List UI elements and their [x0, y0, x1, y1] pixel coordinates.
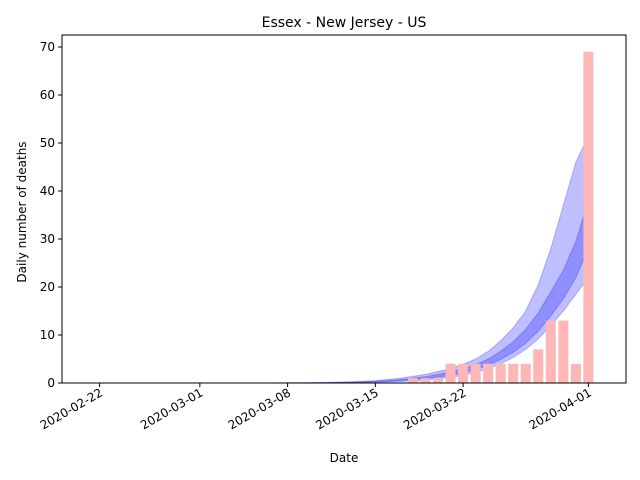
y-tick-label: 10: [40, 328, 55, 342]
bars: [407, 51, 594, 384]
bar: [445, 363, 456, 383]
y-tick-label: 20: [40, 280, 55, 294]
bar: [458, 363, 469, 383]
x-tick-label: 2020-03-15: [313, 385, 380, 432]
bar: [533, 349, 544, 383]
bar: [570, 363, 581, 383]
bands: [274, 135, 589, 384]
y-axis: 0 10 20 30 40 50 60 70: [40, 40, 62, 390]
bar: [483, 363, 494, 383]
bar: [520, 363, 531, 383]
bar: [558, 320, 569, 383]
x-tick-label: 2020-03-01: [138, 385, 205, 432]
bar: [508, 363, 519, 383]
x-tick-label: 2020-04-01: [526, 385, 593, 432]
bar: [495, 363, 506, 383]
bar: [583, 51, 594, 384]
x-tick-label: 2020-03-22: [401, 385, 468, 432]
chart-title: Essex - New Jersey - US: [262, 15, 427, 31]
x-tick-label: 2020-02-22: [38, 385, 105, 432]
y-tick-label: 0: [47, 376, 55, 390]
bar: [407, 378, 418, 383]
x-axis: 2020-02-22 2020-03-01 2020-03-08 2020-03-15…: [38, 383, 594, 432]
bar: [420, 378, 431, 383]
confidence-band-0: [274, 135, 589, 384]
y-tick-label: 30: [40, 232, 55, 246]
bar: [470, 363, 481, 383]
x-axis-label: Date: [330, 451, 359, 465]
y-tick-label: 70: [40, 40, 55, 54]
y-axis-label: Daily number of deaths: [15, 141, 29, 282]
y-tick-label: 40: [40, 184, 55, 198]
y-tick-label: 60: [40, 88, 55, 102]
x-tick-label: 2020-03-08: [226, 385, 293, 432]
axes-frame: [61, 34, 627, 384]
bar: [545, 320, 556, 383]
bar: [432, 378, 444, 383]
y-tick-label: 50: [40, 136, 55, 150]
